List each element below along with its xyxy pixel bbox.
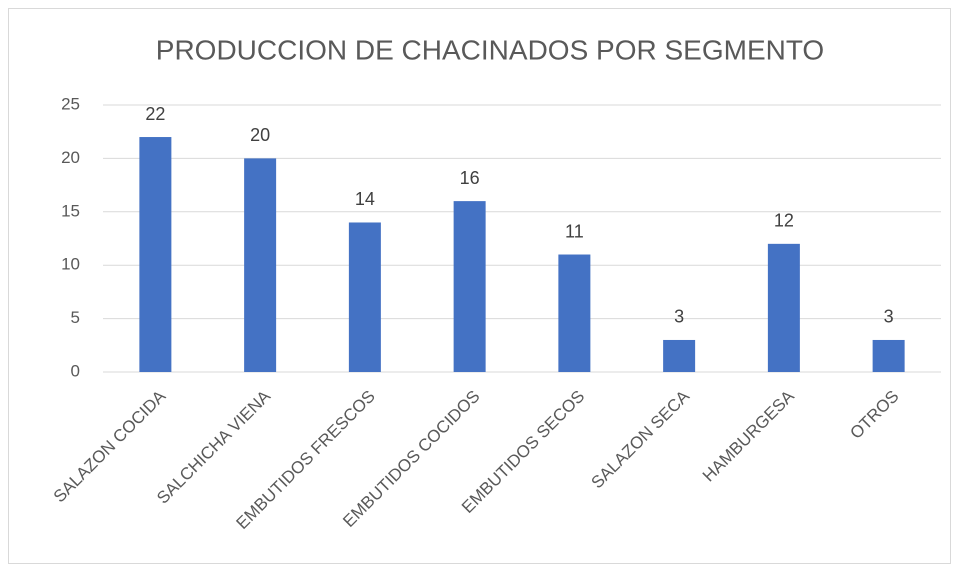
data-label: 12: [774, 211, 794, 231]
y-tick-label: 0: [71, 361, 80, 380]
y-tick-label: 25: [61, 94, 80, 113]
bar: [348, 222, 381, 372]
data-label: 20: [250, 125, 270, 145]
y-tick-label: 10: [61, 255, 80, 274]
data-label: 22: [145, 104, 165, 124]
data-label: 16: [460, 168, 480, 188]
data-label: 11: [565, 221, 584, 241]
y-tick-label: 15: [61, 201, 80, 220]
bar: [453, 201, 486, 372]
bar: [244, 158, 277, 372]
data-label: 3: [674, 307, 684, 327]
bar: [767, 243, 800, 372]
y-tick-label: 20: [61, 148, 80, 167]
bar: [139, 137, 172, 372]
data-label: 14: [355, 189, 375, 209]
chart-title: PRODUCCION DE CHACINADOS POR SEGMENTO: [156, 34, 824, 65]
bar: [663, 339, 696, 372]
bar: [558, 254, 591, 372]
y-tick-label: 5: [71, 308, 80, 327]
data-label: 3: [884, 307, 894, 327]
bar: [872, 339, 905, 372]
